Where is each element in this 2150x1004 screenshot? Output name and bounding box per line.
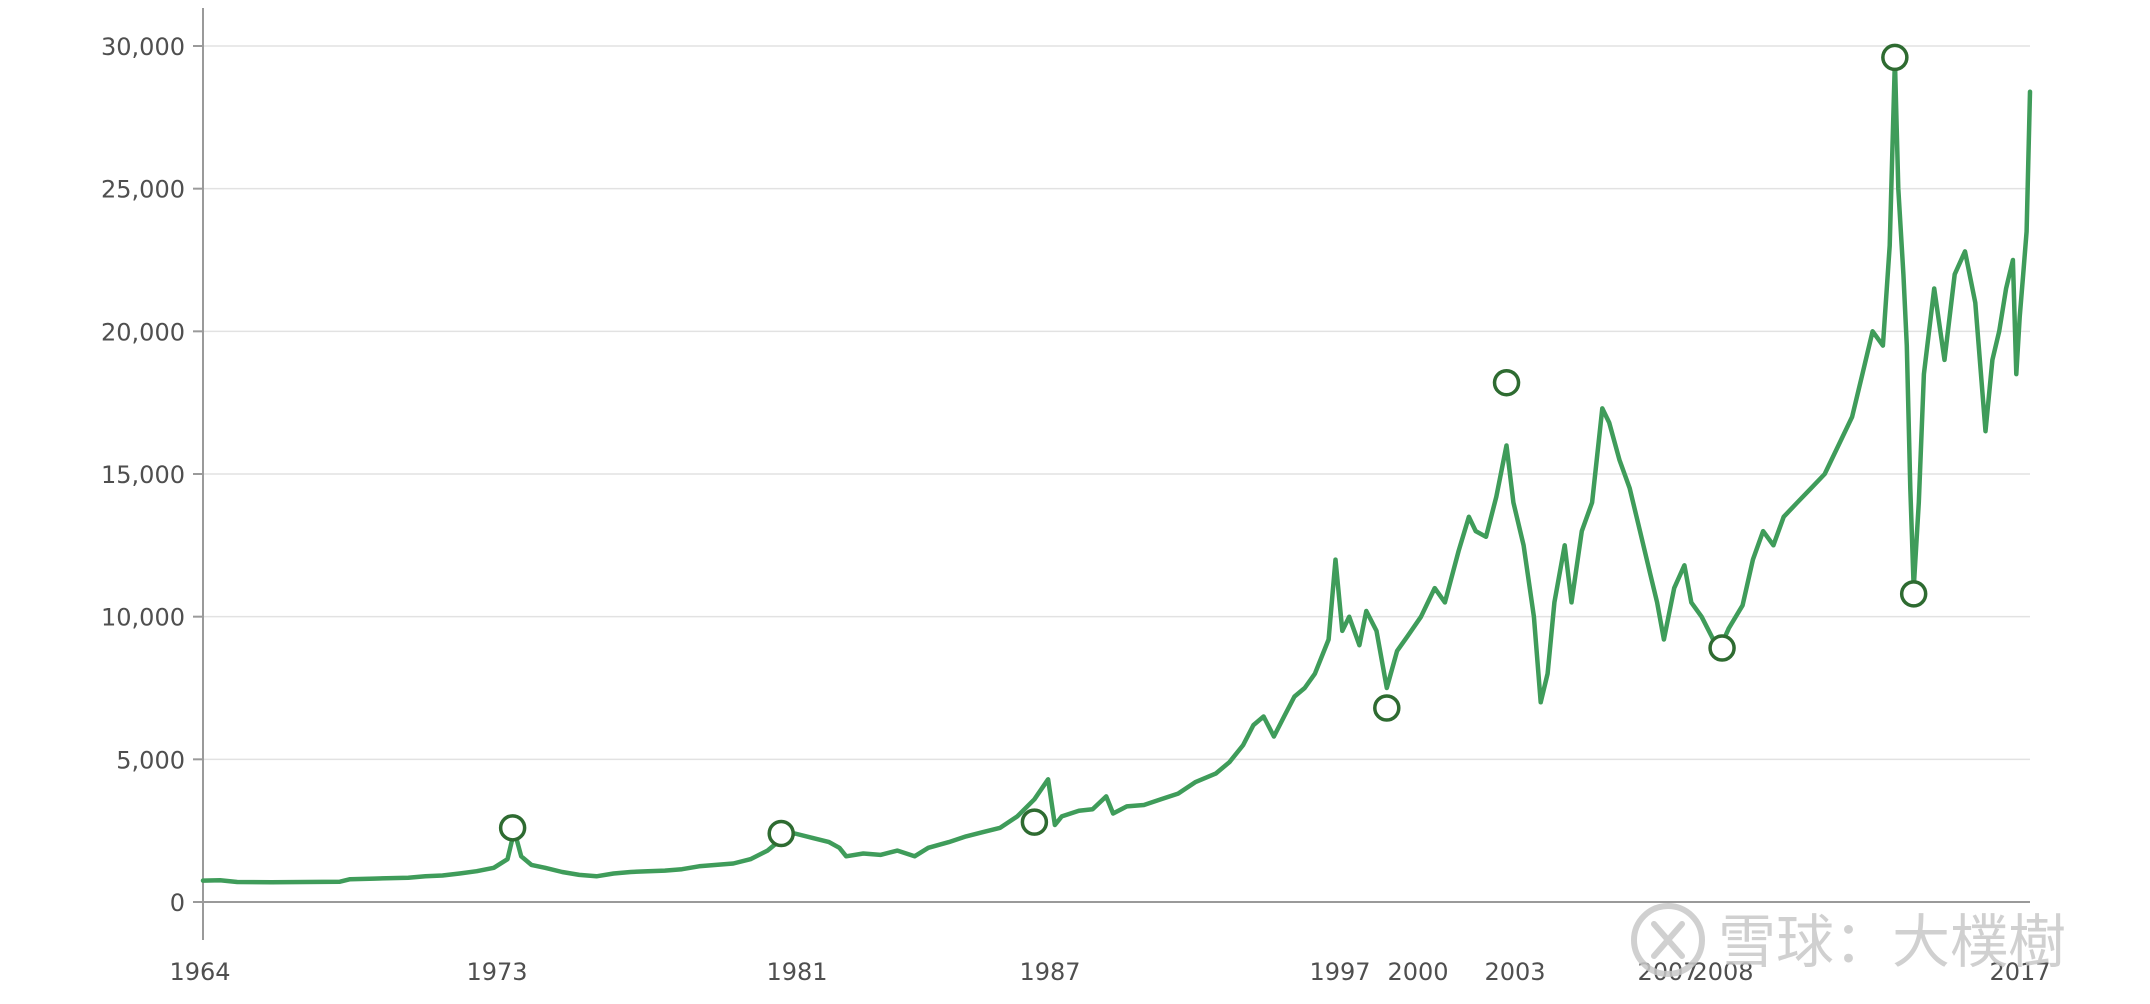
series-line-index [200, 58, 2033, 885]
y-tick-labels: 0 5,000 10,000 15,000 20,000 25,000 30,000 [101, 33, 203, 917]
marker-point [1899, 580, 1928, 608]
y-tick-label: 15,000 [101, 461, 185, 489]
marker-point [1881, 43, 1909, 72]
grid-lines [203, 45, 2030, 761]
marker-point [1708, 634, 1736, 662]
x-tick-label: 2003 [1484, 958, 1545, 986]
watermark-logo-icon [1631, 903, 1705, 977]
y-tick-label: 0 [170, 889, 185, 917]
marker-point [498, 814, 527, 842]
markers [498, 43, 1928, 848]
marker-point [1373, 694, 1401, 722]
x-tick-label: 1987 [1019, 958, 1080, 986]
y-tick-label: 30,000 [101, 33, 185, 61]
x-tick-label: 2017 [1989, 958, 2050, 986]
y-tick-label: 25,000 [101, 176, 185, 204]
x-tick-label: 1981 [766, 958, 827, 986]
y-tick-label: 20,000 [101, 318, 185, 346]
x-tick-label: 1997 [1309, 958, 1370, 986]
marker-point [767, 819, 795, 848]
x-tick-label: 2000 [1387, 958, 1448, 986]
x-tick-label: 2008 [1692, 958, 1753, 986]
watermark-text: 雪球：大樸樹 [1718, 908, 2066, 976]
marker-point [1020, 808, 1049, 836]
watermark: 雪球：大樸樹 [1631, 903, 2066, 977]
y-tick-label: 5,000 [116, 746, 185, 774]
x-tick-label: 1973 [466, 958, 527, 986]
y-tick-label: 10,000 [101, 604, 185, 632]
marker-point [1492, 368, 1521, 397]
x-tick-label: 1964 [169, 958, 230, 986]
series-layer [200, 58, 2033, 885]
